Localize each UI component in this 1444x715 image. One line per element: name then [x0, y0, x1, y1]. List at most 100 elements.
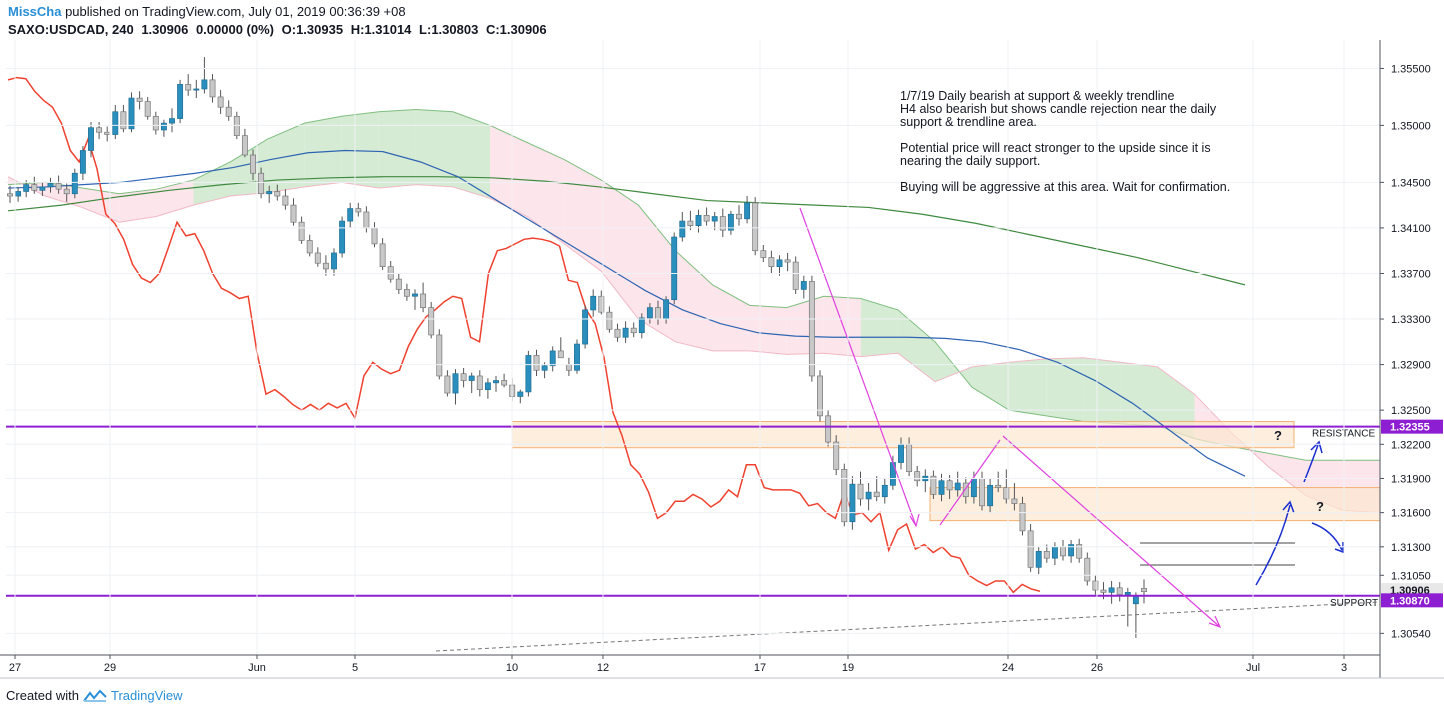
- candle: [727, 210, 734, 235]
- candle-body: [403, 289, 410, 297]
- candle: [193, 79, 200, 99]
- candle-body: [493, 380, 499, 384]
- candle: [962, 477, 969, 504]
- candle-body: [711, 216, 718, 222]
- candle-body: [23, 184, 30, 192]
- x-tick-label: 19: [842, 662, 854, 674]
- candle-body: [533, 355, 540, 371]
- author-name[interactable]: MissCha: [8, 4, 62, 19]
- candle: [258, 167, 265, 199]
- cloud-segment: [935, 341, 973, 388]
- candle: [881, 478, 888, 504]
- candle: [598, 290, 605, 315]
- resistance-zone: [511, 421, 1295, 449]
- x-tick-label: 27: [9, 662, 21, 674]
- candle-body: [355, 208, 362, 213]
- price-change: 0.00000 (0%): [195, 22, 275, 37]
- bearish-scenario-arrow: [1311, 522, 1344, 554]
- candle: [954, 471, 961, 497]
- candle-body: [792, 261, 799, 290]
- candle-body: [727, 213, 734, 231]
- candle-body: [719, 216, 726, 231]
- candle-body: [363, 211, 370, 229]
- candle: [946, 475, 953, 499]
- candle-body: [88, 127, 94, 151]
- candle: [979, 471, 985, 511]
- candle: [517, 389, 524, 404]
- candle: [646, 303, 653, 324]
- cloud-segment: [1268, 453, 1306, 496]
- candle: [266, 185, 273, 203]
- candle: [914, 465, 921, 487]
- candle-body: [444, 375, 451, 394]
- candle: [112, 104, 119, 140]
- candle-body: [387, 266, 394, 280]
- analysis-note: 1/7/19 Daily bearish at support & weekly…: [900, 89, 1231, 194]
- candle-body: [201, 79, 208, 90]
- candle: [274, 184, 281, 201]
- blue-moving-average: [7, 149, 1246, 477]
- candle-body: [744, 202, 751, 220]
- candle: [23, 180, 30, 198]
- candle-body: [574, 343, 580, 371]
- candle-body: [420, 293, 427, 308]
- candle-body: [1124, 592, 1131, 595]
- candle: [331, 248, 337, 276]
- candle: [849, 476, 856, 530]
- candle-body: [160, 122, 167, 131]
- candle: [217, 90, 224, 115]
- candle: [339, 216, 346, 258]
- candle-body: [817, 375, 823, 417]
- candle: [452, 369, 459, 405]
- candle-body: [1108, 587, 1115, 593]
- candle: [574, 339, 580, 374]
- candle-body: [655, 307, 661, 320]
- candle-body: [452, 373, 459, 394]
- candle: [1019, 496, 1026, 536]
- candle: [590, 289, 597, 317]
- candle: [104, 126, 111, 142]
- candle-body: [776, 259, 783, 267]
- tradingview-brand[interactable]: TradingView: [110, 688, 183, 703]
- candle: [614, 323, 621, 342]
- candle-body: [865, 491, 872, 500]
- candle-body: [104, 131, 111, 135]
- candle: [379, 238, 386, 271]
- candle: [549, 346, 556, 372]
- candle-body: [15, 191, 22, 197]
- candle-body: [1116, 587, 1123, 595]
- y-tick-label: 1.34500: [1391, 177, 1431, 189]
- candle: [784, 252, 791, 272]
- candle-body: [217, 96, 224, 108]
- candle-body: [379, 243, 386, 267]
- candle-body: [322, 262, 329, 270]
- y-tick-label: 1.31900: [1391, 473, 1431, 485]
- candle-body: [833, 441, 840, 470]
- candle: [241, 128, 248, 158]
- cloud-segment: [1009, 358, 1047, 416]
- candle-body: [169, 118, 175, 124]
- candle: [501, 373, 508, 388]
- candle-body: [622, 327, 629, 338]
- candle: [128, 92, 135, 133]
- candle: [96, 122, 103, 140]
- green-moving-average: [7, 176, 1246, 286]
- candle: [39, 182, 46, 197]
- candle-body: [1043, 551, 1050, 559]
- candle: [306, 234, 313, 257]
- cloud-segment: [527, 142, 565, 244]
- y-tick-label: 1.35000: [1391, 120, 1431, 132]
- candle: [1108, 580, 1115, 604]
- resistance-price-tag-bg: [1381, 419, 1443, 434]
- candle-body: [136, 97, 143, 102]
- candle-body: [39, 186, 46, 191]
- candle-body: [808, 281, 815, 377]
- candle: [371, 222, 378, 248]
- y-tick-label: 1.31300: [1391, 542, 1431, 554]
- candle: [865, 483, 872, 511]
- candle-body: [663, 299, 670, 320]
- candle: [201, 57, 208, 94]
- candle-body: [120, 111, 127, 130]
- candle-body: [549, 350, 556, 367]
